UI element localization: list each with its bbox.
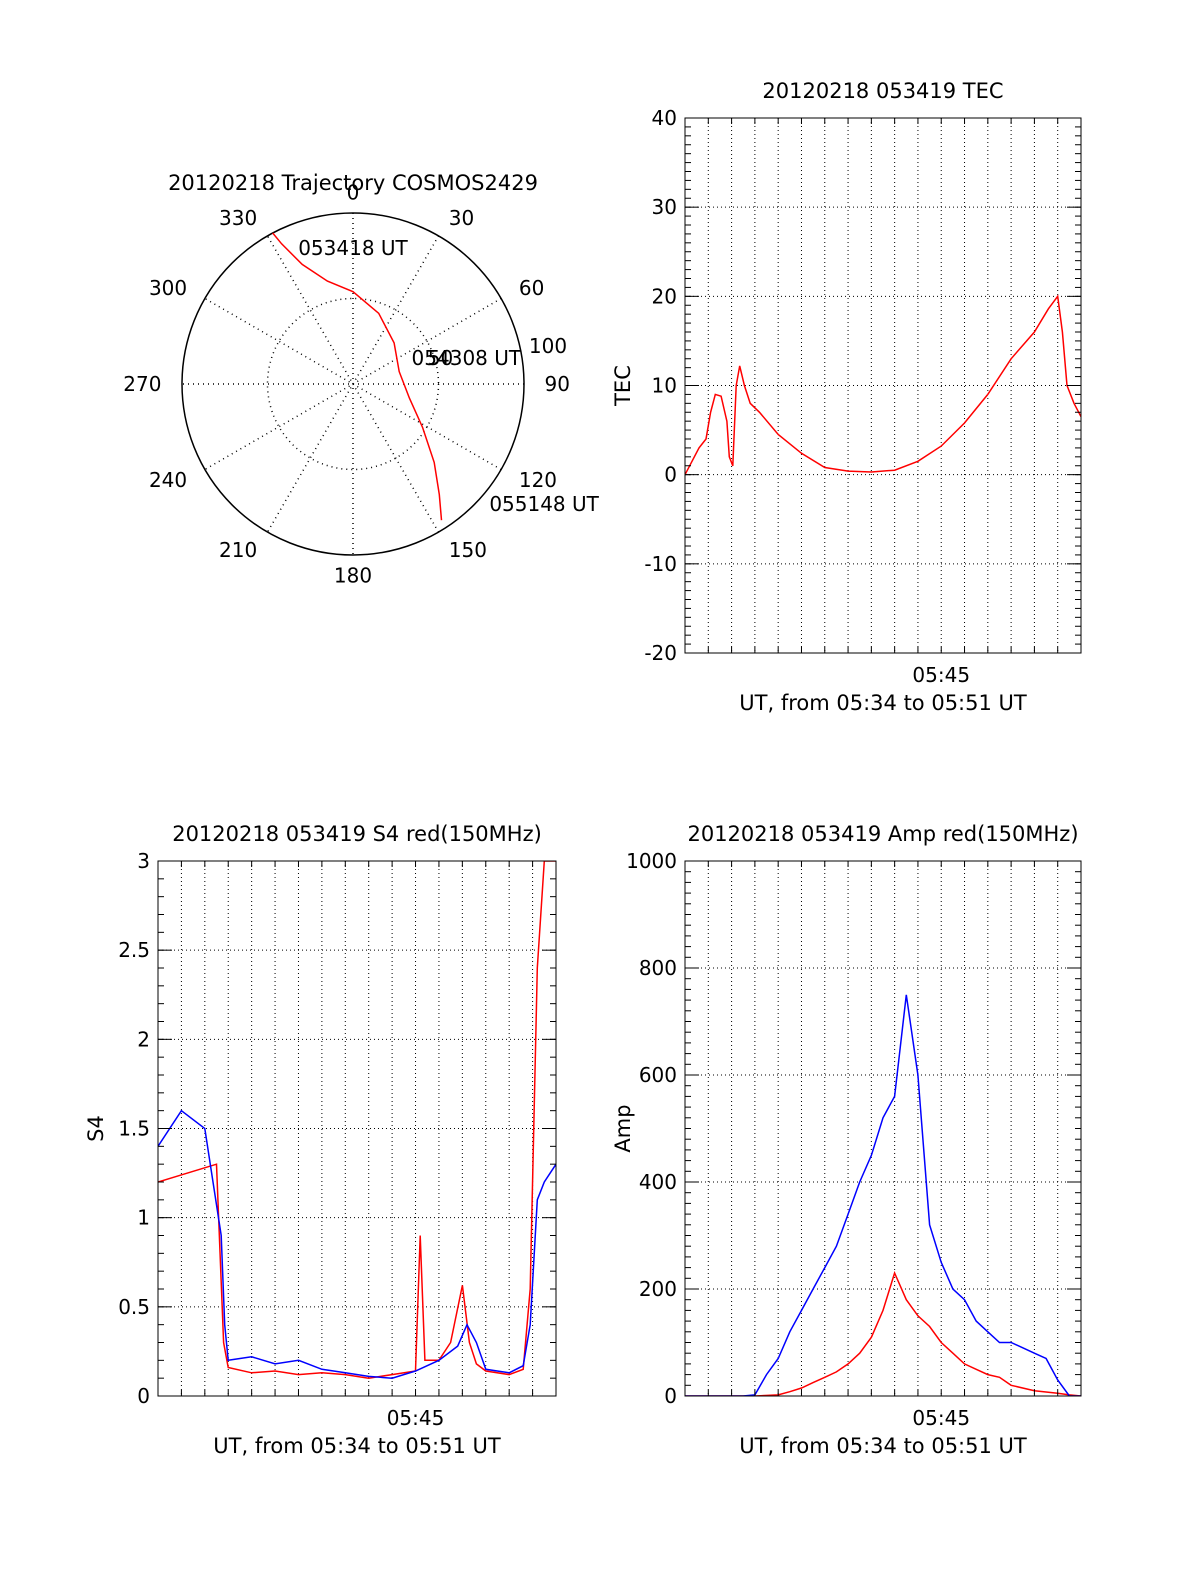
amp-y-tick-label: 600 [639,1063,677,1087]
amp-y-tick-label: 800 [639,956,677,980]
tec-panel: -20 -10 0 10 20 30 40 05:45 20120218 053419 TEC U… [611,79,1082,715]
tec-y-tick-label: 0 [664,463,677,487]
polar-spoke [266,235,440,533]
tec-y-tick-label: 30 [652,195,677,219]
s4-series-1 [158,1109,556,1379]
s4-grid [158,861,556,1396]
s4-x-tick-label: 05:45 [387,1406,445,1430]
tec-y-tick-label: 10 [652,374,677,398]
amp-y-tick-label: 400 [639,1170,677,1194]
polar-radius-label: 100 [529,334,567,358]
tec-series-group [685,294,1081,476]
tec-y-tick-label: 40 [652,106,677,130]
tec-series-0 [685,294,1081,476]
s4-plot-frame [157,860,557,1397]
amp-series-group [685,994,1081,1396]
s4-y-axis-label: S4 [84,1115,108,1142]
polar-angle-label: 210 [219,538,257,562]
amp-x-axis-label: UT, from 05:34 to 05:51 UT [739,1434,1027,1458]
s4-ticks [157,860,557,1397]
s4-y-tick-label: 1 [137,1206,150,1230]
amp-series-0 [685,1270,1081,1396]
s4-series-0 [158,861,556,1379]
s4-y-tick-label: 3 [137,849,150,873]
amp-series-1 [685,994,1081,1396]
polar-angle-label: 60 [519,276,544,300]
polar-angle-label: 330 [219,206,257,230]
amp-x-tick-label: 05:45 [912,1406,970,1430]
polar-time-annotation: 053418 UT [298,236,408,260]
polar-trajectory-0 [272,232,443,521]
tec-y-tick-label: 20 [652,284,677,308]
amp-panel: 0 200 400 600 800 1000 05:45 20120218 053419 Am… [611,822,1082,1458]
amp-title: 20120218 053419 Amp red(150MHz) [687,822,1078,846]
amp-y-tick-label: 0 [664,1384,677,1408]
polar-angle-label: 150 [449,538,487,562]
tec-y-tick-label: -10 [644,552,677,576]
amp-y-tick-label: 1000 [626,849,677,873]
tec-x-axis-label: UT, from 05:34 to 05:51 UT [739,691,1027,715]
amp-y-tick-label: 200 [639,1277,677,1301]
polar-time-annotation: 054308 UT [412,346,522,370]
s4-y-tick-label: 0 [137,1384,150,1408]
s4-y-tick-label: 1.5 [118,1117,150,1141]
polar-angle-label: 90 [545,372,570,396]
amp-grid [685,861,1081,1396]
polar-title: 20120218 Trajectory COSMOS2429 [168,171,538,195]
s4-y-tick-label: 0.5 [118,1295,150,1319]
s4-title: 20120218 053419 S4 red(150MHz) [172,822,542,846]
polar-angle-label: 270 [123,372,161,396]
polar-angle-label: 240 [149,468,187,492]
polar-angle-label: 120 [519,468,557,492]
s4-x-axis-label: UT, from 05:34 to 05:51 UT [213,1434,501,1458]
polar-time-annotation: 055148 UT [489,492,599,516]
polar-angle-label: 300 [149,276,187,300]
tec-title: 20120218 053419 TEC [762,79,1003,103]
polar-radius-label: 50 [428,346,453,370]
polar-angle-label: 30 [449,206,474,230]
amp-plot-frame [684,860,1082,1397]
polar-angle-label: 0 [347,180,360,204]
polar-angle-label: 180 [334,564,372,588]
s4-y-tick-label: 2.5 [118,938,150,962]
tec-x-tick-label: 05:45 [912,663,970,687]
s4-series-group [158,861,556,1379]
tec-ticks [684,117,1082,654]
amp-y-axis-label: Amp [611,1104,635,1152]
tec-y-axis-label: TEC [611,365,635,407]
s4-panel: 0 0.5 1 1.5 2 2.5 3 05:45 20120218 053419 S4 red… [84,822,557,1458]
tec-y-tick-label: -20 [644,641,677,665]
amp-ticks [684,860,1082,1397]
s4-y-tick-label: 2 [137,1027,150,1051]
